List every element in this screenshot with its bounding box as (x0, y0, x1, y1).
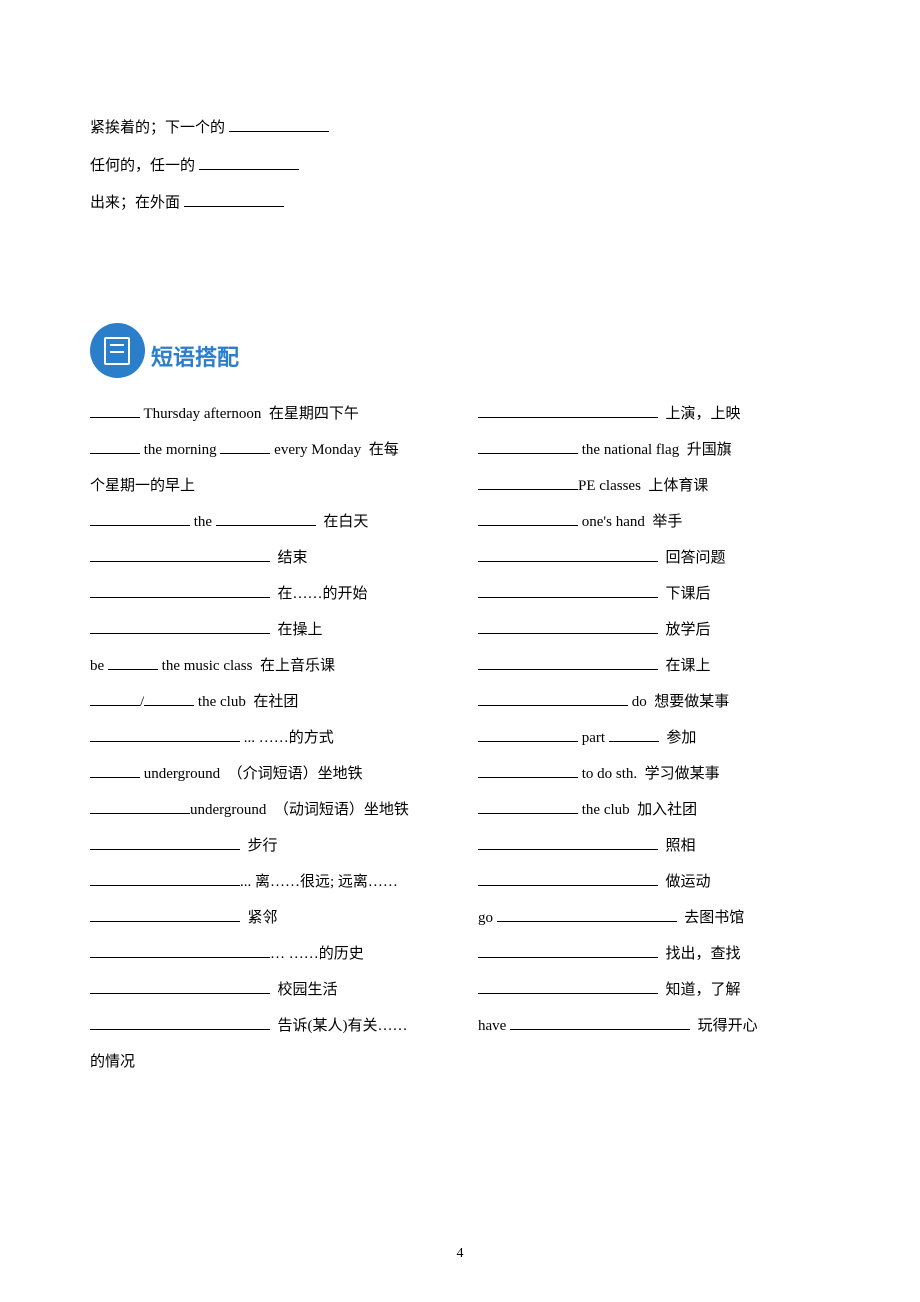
phrase-entry: one's hand 举手 (478, 504, 830, 540)
section-header: 短语搭配 (90, 323, 830, 378)
phrase-entry: 做运动 (478, 864, 830, 900)
phrase-entry: … ……的历史 (90, 936, 442, 972)
vocab-zh: 出来；在外面 (90, 195, 180, 211)
phrase-entry: 上演，上映 (478, 396, 830, 432)
phrase-entry: 下课后 (478, 576, 830, 612)
phrase-entry: / the club 在社团 (90, 684, 442, 720)
phrase-entry: 在课上 (478, 648, 830, 684)
phrase-entry: Thursday afternoon 在星期四下午 (90, 396, 442, 432)
phrase-entry: do 想要做某事 (478, 684, 830, 720)
phrase-entry: PE classes 上体育课 (478, 468, 830, 504)
phrase-entry: underground （动词短语）坐地铁 (90, 792, 442, 828)
phrase-entry: ... ……的方式 (90, 720, 442, 756)
vocab-zh: 任何的，任一的 (90, 158, 195, 174)
phrase-entry: 结束 (90, 540, 442, 576)
phrase-entry: 知道，了解 (478, 972, 830, 1008)
phrase-entry: 找出，查找 (478, 936, 830, 972)
blank (229, 116, 329, 132)
phrase-entry: 校园生活 (90, 972, 442, 1008)
phrase-entry: the club 加入社团 (478, 792, 830, 828)
page-number: 4 (0, 1246, 920, 1262)
phrase-entry: part 参加 (478, 720, 830, 756)
phrase-entry: have 玩得开心 (478, 1008, 830, 1044)
vocab-zh: 紧挨着的；下一个的 (90, 120, 225, 136)
vocab-line: 紧挨着的；下一个的 (90, 110, 830, 148)
phrase-entry: underground （介词短语）坐地铁 (90, 756, 442, 792)
section-title: 短语搭配 (151, 340, 239, 378)
document-icon (90, 323, 145, 378)
phrase-entry: to do sth. 学习做某事 (478, 756, 830, 792)
phrase-entry: the morning every Monday 在每 (90, 432, 442, 468)
phrase-entry: 的情况 (90, 1044, 442, 1080)
vocab-line: 出来；在外面 (90, 185, 830, 223)
phrase-entry: 照相 (478, 828, 830, 864)
phrase-entry: 回答问题 (478, 540, 830, 576)
phrase-entry: go 去图书馆 (478, 900, 830, 936)
phrase-entry: the national flag 升国旗 (478, 432, 830, 468)
phrase-entry: 放学后 (478, 612, 830, 648)
phrase-entry: 步行 (90, 828, 442, 864)
vocab-line: 任何的，任一的 (90, 148, 830, 186)
phrase-entry: be the music class 在上音乐课 (90, 648, 442, 684)
phrase-entry: 个星期一的早上 (90, 468, 442, 504)
phrase-entry: the 在白天 (90, 504, 442, 540)
top-vocab-block: 紧挨着的；下一个的 任何的，任一的 出来；在外面 (90, 110, 830, 223)
phrase-entry: 告诉(某人)有关…… (90, 1008, 442, 1044)
phrase-columns: Thursday afternoon 在星期四下午 the morning ev… (90, 396, 830, 1080)
document-page: 紧挨着的；下一个的 任何的，任一的 出来；在外面 短语搭配 Thursday a… (0, 0, 920, 1302)
blank (199, 154, 299, 170)
phrase-entry: 在操上 (90, 612, 442, 648)
phrase-entry: 在……的开始 (90, 576, 442, 612)
left-column: Thursday afternoon 在星期四下午 the morning ev… (90, 396, 442, 1080)
right-column: 上演，上映 the national flag 升国旗PE classes 上体… (478, 396, 830, 1080)
blank (184, 191, 284, 207)
phrase-entry: 紧邻 (90, 900, 442, 936)
phrase-entry: ... 离……很远; 远离…… (90, 864, 442, 900)
